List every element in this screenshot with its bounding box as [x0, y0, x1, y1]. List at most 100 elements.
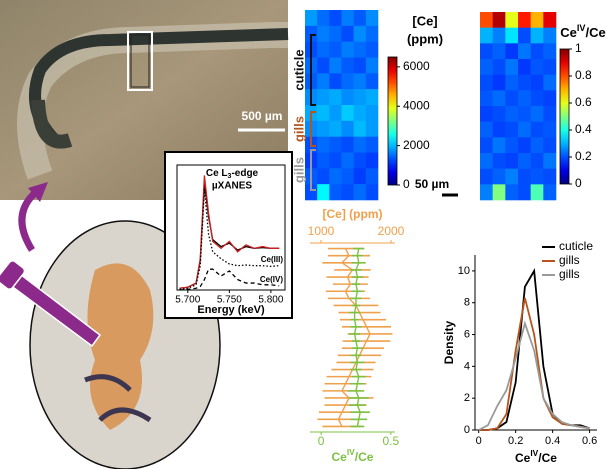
worm-tail [31, 99, 73, 149]
heatmap-cell [353, 105, 367, 122]
x-tick-label: 0.2 [508, 435, 523, 447]
heatmap-cell [341, 10, 354, 27]
heatmap-cell [530, 168, 544, 185]
heatmap-cell [505, 74, 519, 91]
heatmap-cell [492, 27, 506, 44]
heatmap-cell [317, 120, 330, 137]
heatmap-cell [518, 184, 531, 201]
inset-title-part: Ce L [206, 168, 228, 179]
heatmap-cell [317, 41, 330, 58]
x-tick-label: 0.6 [582, 435, 597, 447]
fossil-body [87, 263, 154, 430]
heatmap-cell [530, 121, 544, 138]
heatmap-cell [329, 89, 342, 106]
x-tick-label: 0.5 [382, 434, 399, 448]
series-line [478, 320, 590, 431]
x-axis-label: Energy (keV) [197, 304, 265, 316]
y-tick-label: 2 [464, 392, 470, 404]
heatmap-cell [365, 184, 379, 201]
heatmap-cell [480, 168, 493, 185]
heatmap-cell [317, 57, 330, 74]
y-tick-label: 4 [464, 360, 470, 372]
heatmap-cell [543, 74, 557, 91]
arrow [18, 189, 39, 252]
colorbar-tick-label: 6000 [403, 59, 430, 73]
heatmap-cell [353, 57, 367, 74]
heatmap-cell [518, 90, 531, 107]
x2-axis-label: [Ce] (ppm) [323, 207, 383, 221]
heatmap-cell [317, 152, 330, 169]
region-bracket [310, 111, 316, 147]
heatmap-cell [329, 25, 342, 42]
heatmap-cell [353, 73, 367, 90]
heatmap-cell [518, 43, 531, 60]
inset-title-part: -edge [231, 168, 258, 179]
heatmap-cell [518, 106, 531, 122]
heatmap-cell [543, 153, 557, 169]
heatmap-cell [353, 25, 367, 42]
heatmap-cell [543, 43, 557, 60]
x-axis-label-part: /Ce [355, 450, 374, 464]
inset-plot-area [176, 164, 286, 291]
x-axis-label-part: IV [530, 448, 538, 458]
y-tick-label: 6 [464, 328, 470, 340]
heatmap-cell [492, 184, 506, 201]
heatmap-cell [505, 168, 519, 185]
heatmap-cell [530, 59, 544, 75]
heatmap-cell [353, 10, 367, 27]
heatmap-cell [317, 105, 330, 122]
heatmap-cell [480, 74, 493, 91]
heatmap-cell [543, 168, 557, 185]
y-tick-label: 8 [464, 297, 470, 309]
heatmap-cell [505, 12, 519, 28]
scale-bar-label: 500 µm [242, 109, 283, 123]
zoom-box-inner [130, 34, 150, 88]
x-tick-label: 0.4 [545, 435, 560, 447]
heatmap-cell [317, 89, 330, 106]
scale-bar-label: 50 µm [415, 177, 449, 191]
heatmap-cell [317, 168, 330, 185]
heatmap-cell [492, 121, 506, 138]
profile-line [337, 248, 371, 427]
heatmap-cell [505, 106, 519, 122]
fossil-detail [84, 374, 152, 423]
heatmap-cell [365, 25, 379, 42]
x-axis-label-part: Ce [515, 451, 531, 465]
heatmap-cell [543, 184, 557, 201]
zoom-box [127, 31, 153, 91]
heatmap-cell [480, 106, 493, 122]
heatmap-cell [492, 106, 506, 122]
colorbar-tick-label: 0.4 [575, 122, 592, 136]
heatmap-cell [492, 168, 506, 185]
heatmap-cell [543, 106, 557, 122]
heatmap-cell [329, 73, 342, 90]
profile-line [353, 248, 361, 427]
heatmap-cell [317, 25, 330, 42]
heatmap-cell [505, 43, 519, 60]
heatmap-cell [365, 41, 379, 58]
heatmap-cell [341, 184, 354, 201]
region-bracket [310, 149, 316, 191]
heatmap-cell [480, 184, 493, 201]
inset-title: Ce L3-edge [206, 168, 259, 181]
heatmap-cell [305, 10, 318, 27]
heatmap-cell [353, 168, 367, 185]
x-tick-label: 5.700 [175, 295, 200, 306]
heatmap-cell [518, 137, 531, 154]
heatmap-cell [341, 25, 354, 42]
x2-tick-label: 1000 [308, 224, 335, 238]
x-tick-label: 0 [318, 434, 325, 448]
colorbar-tick-label: 0 [403, 177, 410, 191]
heatmap-cell [543, 90, 557, 107]
heatmap-cell [518, 74, 531, 91]
heatmap-cell [505, 27, 519, 44]
heatmap-cell [492, 12, 506, 28]
heatmap-cell [480, 12, 493, 28]
colorbar-tick-label: 0.6 [575, 95, 592, 109]
heatmap-cell [317, 10, 330, 27]
heatmap-cell [353, 136, 367, 153]
heatmap-cell [492, 90, 506, 107]
region-label: gills [291, 157, 306, 183]
colorbar-tick-label: 0 [575, 176, 582, 190]
